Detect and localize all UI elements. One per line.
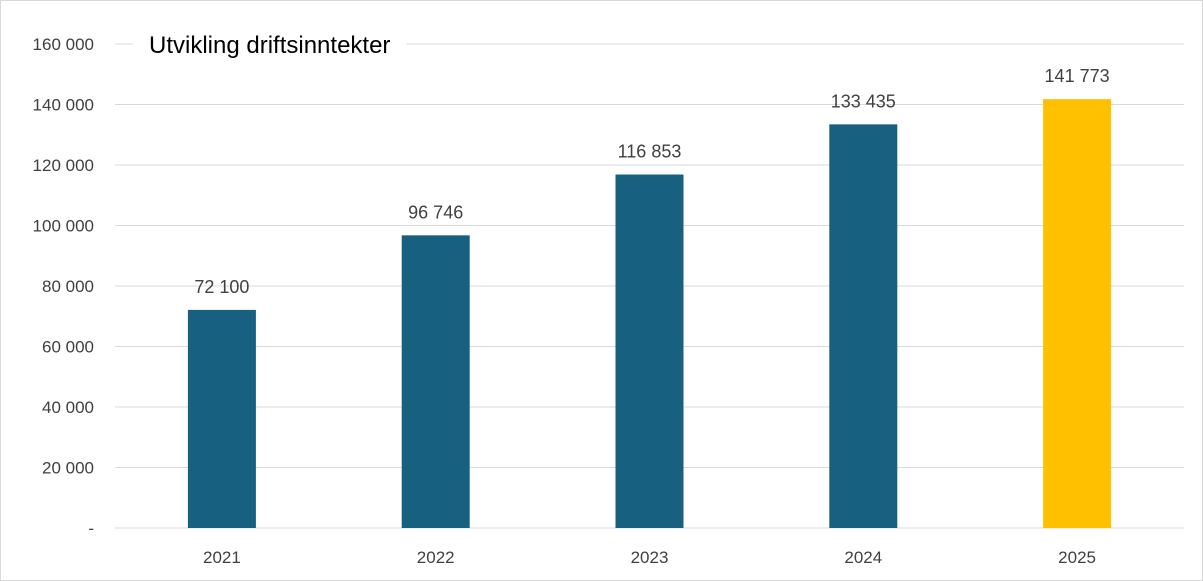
x-tick-label: 2021	[203, 548, 241, 567]
data-labels: 72 100 96 746 116 853 133 435 141 773	[194, 66, 1109, 297]
data-label: 96 746	[408, 202, 463, 222]
y-tick-label: -	[88, 519, 94, 538]
chart-title-background	[133, 30, 407, 61]
bar	[615, 174, 684, 529]
chart-title: Utvikling driftsinntekter	[149, 32, 390, 59]
y-tick-label: 80 000	[42, 277, 94, 296]
x-axis-tick-labels: 2021 2022 2023 2024 2025	[203, 548, 1096, 567]
bar	[187, 309, 256, 528]
data-label: 133 435	[831, 91, 896, 111]
x-tick-label: 2024	[844, 548, 882, 567]
y-axis-tick-labels: - 20 000 40 000 60 000 80 000 100 000 120 000 1…	[33, 35, 94, 538]
y-tick-label: 120 000	[33, 156, 94, 175]
x-tick-label: 2022	[417, 548, 455, 567]
y-tick-label: 40 000	[42, 398, 94, 417]
data-label: 116 853	[618, 142, 682, 162]
y-tick-label: 100 000	[33, 217, 94, 236]
bar	[1043, 99, 1112, 529]
data-label: 141 773	[1045, 66, 1110, 86]
x-tick-label: 2023	[631, 548, 669, 567]
data-label: 72 100	[194, 277, 249, 297]
y-tick-label: 60 000	[42, 338, 94, 357]
y-tick-label: 160 000	[33, 35, 94, 54]
x-tick-label: 2025	[1058, 548, 1096, 567]
bar	[401, 235, 470, 528]
y-tick-label: 20 000	[42, 459, 94, 478]
y-tick-label: 140 000	[33, 96, 94, 115]
bar	[829, 124, 898, 528]
bars	[187, 99, 1112, 529]
